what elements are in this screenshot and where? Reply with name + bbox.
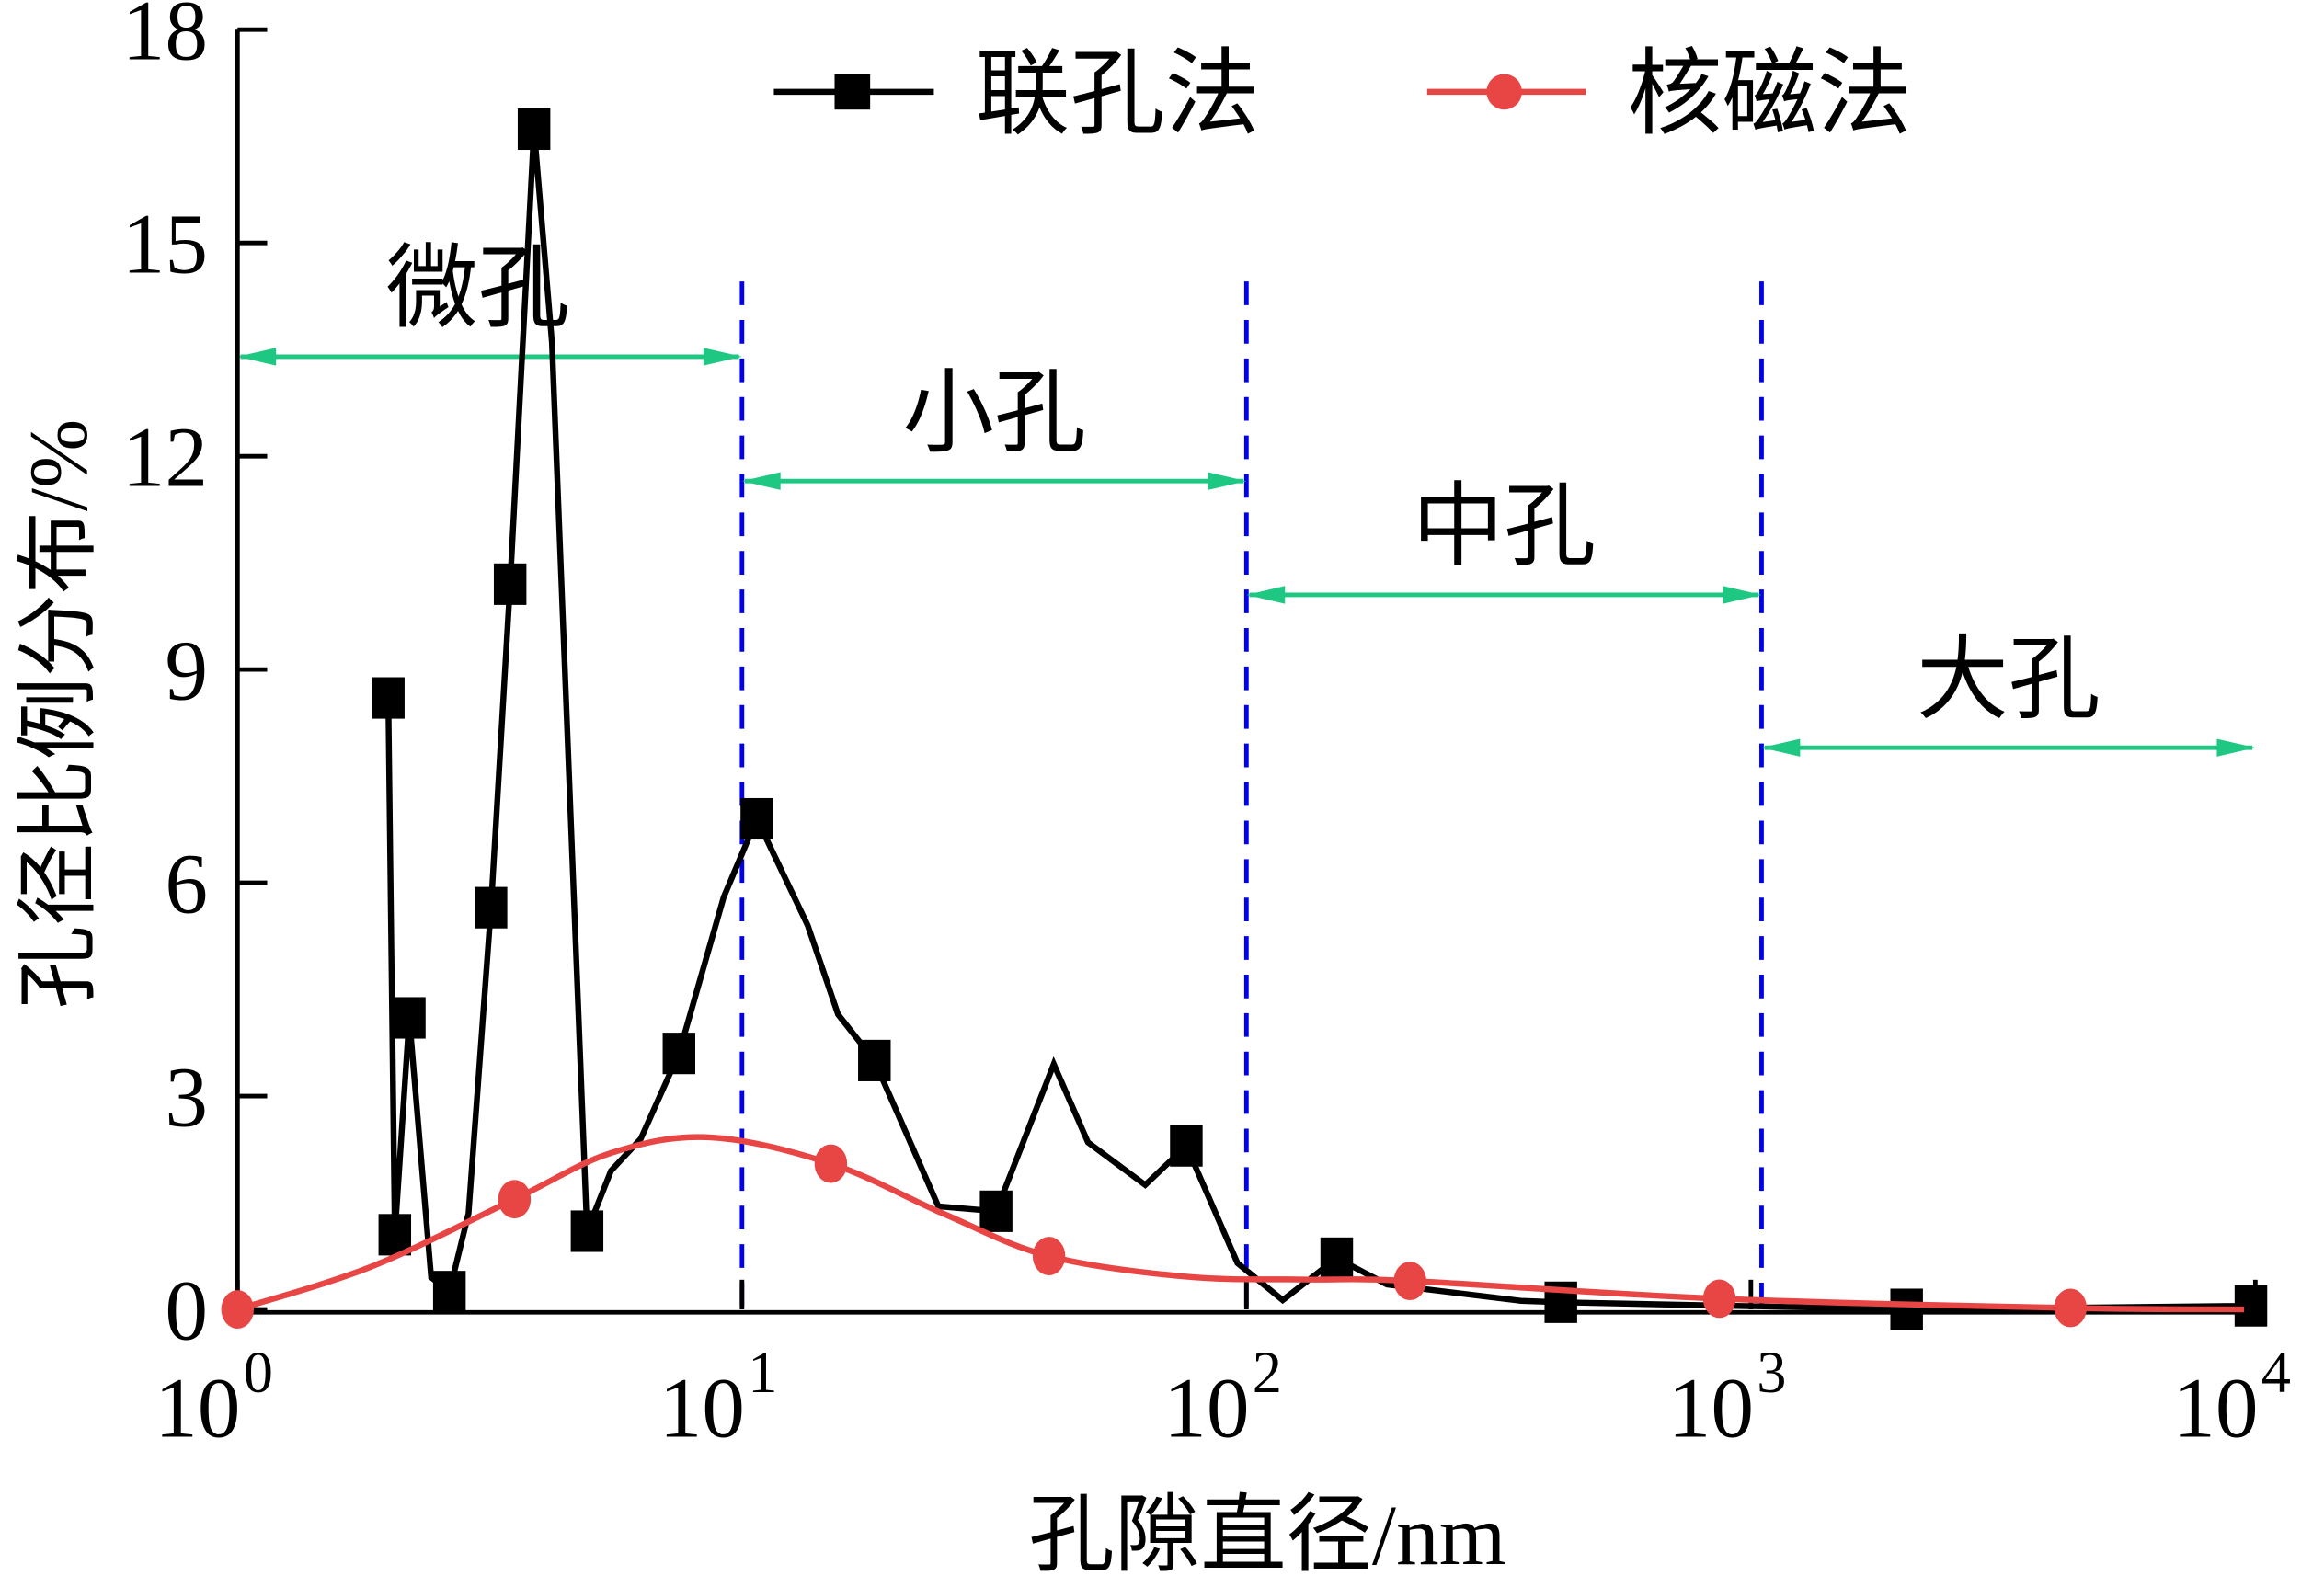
data-point-circle (1702, 1279, 1736, 1319)
x-axis-title: 孔隙直径/nm (1028, 1489, 1505, 1576)
data-point-square (372, 677, 405, 719)
range-label: 小孔 (902, 362, 1086, 464)
series-hecifa (221, 1134, 2245, 1329)
arrow-left-icon (237, 348, 277, 366)
x-tick-exponent: 0 (244, 1340, 273, 1405)
data-point-square (979, 1190, 1013, 1232)
data-point-square (432, 1271, 466, 1313)
arrow-left-icon (1761, 738, 1801, 757)
x-tick-label: 10 0 (155, 1340, 273, 1456)
legend-item-series2: 核磁法 (1426, 42, 1912, 147)
y-tick-label: 0 (165, 1263, 208, 1358)
legend-item-series1: 联孔法 (773, 42, 1260, 147)
data-point-square (662, 1033, 695, 1075)
series-layer (221, 108, 2268, 1330)
data-point-circle (498, 1180, 532, 1219)
x-ticks: 10 0 10 1 10 2 10 3 10 4 (155, 1279, 2291, 1456)
data-point-square (475, 886, 508, 929)
legend: 联孔法 核磁法 (773, 42, 1912, 147)
circle-marker-icon (1486, 74, 1522, 110)
x-tick-exponent: 4 (2261, 1340, 2291, 1405)
data-point-square (1890, 1288, 1923, 1330)
x-tick-label: 10 2 (1163, 1340, 1282, 1456)
data-point-circle (2054, 1288, 2088, 1328)
y-ticks: 0 3 6 9 12 15 18 (122, 0, 268, 1358)
arrow-right-icon (1208, 472, 1247, 490)
range-1: 小孔 (741, 362, 1247, 490)
y-tick-label: 12 (122, 410, 208, 505)
range-3: 大孔 (1761, 629, 2256, 757)
x-tick-base: 10 (1668, 1362, 1754, 1456)
y-tick-label: 6 (165, 837, 208, 931)
square-marker-icon (834, 74, 871, 110)
legend-label: 核磁法 (1627, 42, 1911, 147)
range-label: 大孔 (1917, 629, 2101, 731)
x-tick-label: 10 4 (2172, 1340, 2291, 1456)
range-0: 微孔 (237, 238, 742, 366)
data-point-square (570, 1210, 604, 1252)
y-axis-title: 孔径比例分布/% (13, 419, 105, 1009)
y-tick-label: 15 (122, 197, 208, 291)
data-point-circle (221, 1290, 255, 1329)
x-tick-exponent: 1 (748, 1340, 777, 1405)
arrow-right-icon (1723, 586, 1762, 604)
x-tick-base: 10 (1163, 1362, 1249, 1456)
range-2: 中孔 (1246, 476, 1762, 604)
range-label: 微孔 (386, 238, 570, 340)
legend-label: 联孔法 (976, 42, 1260, 147)
data-point-square (2234, 1285, 2268, 1327)
y-tick-label: 9 (165, 623, 208, 718)
data-point-square (1170, 1125, 1203, 1167)
data-point-square (517, 108, 551, 151)
x-tick-label: 10 1 (659, 1340, 778, 1456)
data-point-circle (814, 1144, 848, 1183)
data-point-square (1320, 1237, 1354, 1279)
data-point-square (393, 997, 426, 1039)
range-label: 中孔 (1413, 476, 1597, 578)
x-tick-exponent: 2 (1253, 1340, 1282, 1405)
arrow-right-icon (2216, 738, 2256, 757)
range-dividers (739, 281, 1764, 1310)
data-point-square (493, 563, 527, 605)
x-tick-exponent: 3 (1757, 1340, 1786, 1405)
arrow-left-icon (1246, 586, 1286, 604)
data-point-square (858, 1039, 891, 1081)
data-point-circle (1032, 1237, 1066, 1275)
data-point-square (740, 797, 773, 840)
x-tick-label: 10 3 (1668, 1340, 1787, 1456)
x-tick-base: 10 (2172, 1362, 2258, 1456)
y-tick-label: 18 (122, 0, 208, 78)
y-tick-label: 3 (165, 1050, 208, 1145)
series-lianconfa (372, 108, 2268, 1330)
x-tick-base: 10 (155, 1362, 240, 1456)
series-line (236, 1134, 2245, 1313)
data-point-circle (1393, 1262, 1426, 1301)
series-line (384, 129, 2251, 1313)
x-tick-base: 10 (659, 1362, 745, 1456)
arrow-right-icon (703, 348, 742, 366)
arrow-left-icon (741, 472, 781, 490)
